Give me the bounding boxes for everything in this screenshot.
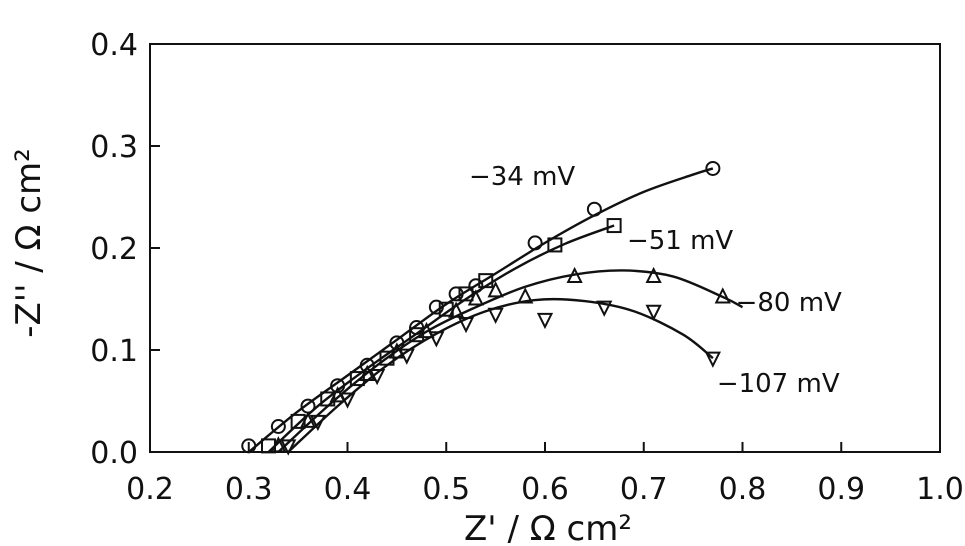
series-line — [247, 167, 714, 453]
data-point — [517, 287, 534, 304]
x-tick-label: 0.9 — [817, 472, 865, 507]
data-point — [359, 357, 375, 373]
data-point — [536, 312, 554, 330]
data-point — [299, 411, 317, 428]
data-point — [418, 321, 435, 339]
data-point — [645, 304, 662, 321]
data-point — [586, 201, 602, 217]
data-point — [428, 331, 445, 348]
data-point — [478, 273, 494, 289]
series-line — [287, 297, 714, 453]
data-point — [389, 335, 405, 351]
data-point — [596, 300, 613, 317]
x-tick-label: 0.5 — [422, 472, 470, 507]
series-line — [277, 269, 744, 453]
series-label: −51 mV — [627, 226, 733, 256]
data-point — [309, 414, 326, 432]
y-tick-label: 0.0 — [90, 436, 138, 471]
series-line — [267, 224, 615, 453]
x-tick-label: 0.6 — [521, 472, 569, 507]
data-point — [487, 281, 504, 298]
x-tick-label: 0.2 — [126, 472, 174, 507]
data-point — [359, 364, 376, 381]
data-point — [448, 286, 464, 302]
data-point — [369, 369, 386, 386]
data-point — [349, 371, 365, 387]
data-point — [339, 392, 356, 409]
data-point — [457, 316, 475, 334]
data-point — [330, 378, 346, 394]
data-point — [467, 289, 484, 306]
series-label: −34 mV — [469, 162, 575, 192]
data-point — [409, 327, 425, 343]
series-labels: −34 mV −51 mV −80 mV −107 mV — [469, 162, 842, 399]
series-curves — [247, 167, 744, 453]
data-point — [270, 419, 286, 434]
ticks: 0.2 0.3 0.4 0.5 0.6 0.7 0.8 0.9 1.0 0.0 0.1 0.2 0.3 0… — [90, 28, 964, 507]
data-point — [566, 266, 583, 284]
data-point — [645, 266, 662, 284]
data-point — [606, 218, 622, 234]
y-tick-label: 0.3 — [90, 130, 138, 165]
data-point — [448, 301, 465, 318]
y-axis-title: -Z'' / Ω cm² — [9, 148, 49, 338]
x-tick-label: 1.0 — [916, 472, 964, 507]
y-tick-label: 0.1 — [90, 334, 138, 369]
data-point — [428, 299, 444, 315]
data-point — [487, 307, 504, 325]
x-tick-label: 0.3 — [225, 472, 273, 507]
series-label: −107 mV — [717, 369, 840, 399]
data-point — [320, 391, 336, 407]
data-point — [241, 438, 257, 454]
x-tick-label: 0.7 — [620, 472, 668, 507]
data-point — [398, 348, 415, 365]
data-point — [527, 235, 543, 251]
x-tick-label: 0.8 — [719, 472, 767, 507]
data-point — [704, 351, 721, 368]
series-label: −80 mV — [736, 288, 842, 318]
series-markers — [241, 160, 731, 456]
data-point — [270, 436, 287, 453]
x-tick-label: 0.4 — [324, 472, 372, 507]
y-tick-label: 0.2 — [90, 232, 138, 267]
data-point — [705, 160, 721, 176]
data-point — [458, 286, 474, 302]
x-axis-title: Z' / Ω cm² — [464, 509, 632, 546]
data-point — [547, 237, 563, 253]
data-point — [714, 287, 731, 304]
data-point — [280, 439, 297, 456]
y-tick-label: 0.4 — [90, 28, 138, 63]
